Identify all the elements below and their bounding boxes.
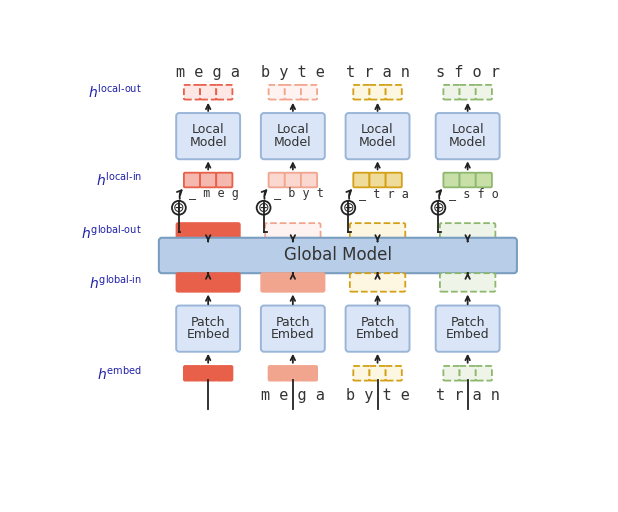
Text: Model: Model <box>358 136 396 149</box>
FancyBboxPatch shape <box>176 306 240 352</box>
Text: m e g a: m e g a <box>261 388 325 403</box>
FancyBboxPatch shape <box>269 173 285 187</box>
FancyBboxPatch shape <box>285 173 301 187</box>
Text: Local: Local <box>276 123 309 137</box>
Text: b y t e: b y t e <box>261 66 325 80</box>
FancyBboxPatch shape <box>345 113 410 159</box>
Text: ⊕: ⊕ <box>173 201 185 215</box>
FancyBboxPatch shape <box>350 273 405 292</box>
FancyBboxPatch shape <box>301 366 317 380</box>
FancyBboxPatch shape <box>476 366 492 380</box>
Text: t r a n: t r a n <box>436 388 499 403</box>
Text: Model: Model <box>189 136 227 149</box>
Text: Embed: Embed <box>446 328 489 342</box>
FancyBboxPatch shape <box>353 366 370 380</box>
Text: m e g a: m e g a <box>176 66 240 80</box>
FancyBboxPatch shape <box>436 306 499 352</box>
Text: ⊕: ⊕ <box>342 201 354 215</box>
FancyBboxPatch shape <box>177 273 240 292</box>
FancyBboxPatch shape <box>269 85 285 99</box>
Text: Patch: Patch <box>360 316 395 329</box>
Text: $h^{\mathsf{global\text{-}in}}$: $h^{\mathsf{global\text{-}in}}$ <box>89 273 142 291</box>
Text: Patch: Patch <box>276 316 310 329</box>
FancyBboxPatch shape <box>269 366 285 380</box>
FancyBboxPatch shape <box>353 85 370 99</box>
FancyBboxPatch shape <box>285 85 301 99</box>
Text: s f o r: s f o r <box>436 66 499 80</box>
Text: Patch: Patch <box>451 316 485 329</box>
FancyBboxPatch shape <box>440 273 496 292</box>
FancyBboxPatch shape <box>265 223 321 242</box>
Text: Local: Local <box>362 123 394 137</box>
FancyBboxPatch shape <box>460 173 476 187</box>
FancyBboxPatch shape <box>216 85 232 99</box>
FancyBboxPatch shape <box>176 113 240 159</box>
FancyBboxPatch shape <box>301 85 317 99</box>
Text: Model: Model <box>449 136 486 149</box>
Text: ⊕: ⊕ <box>258 201 269 215</box>
FancyBboxPatch shape <box>200 366 216 380</box>
FancyBboxPatch shape <box>216 366 232 380</box>
FancyBboxPatch shape <box>216 173 232 187</box>
FancyBboxPatch shape <box>261 273 324 292</box>
FancyBboxPatch shape <box>261 113 325 159</box>
FancyBboxPatch shape <box>350 223 405 242</box>
Text: Embed: Embed <box>187 328 230 342</box>
FancyBboxPatch shape <box>386 85 402 99</box>
Text: _ s f o: _ s f o <box>449 187 499 200</box>
Text: t r a n: t r a n <box>345 66 410 80</box>
Text: $h^{\mathsf{embed}}$: $h^{\mathsf{embed}}$ <box>97 365 142 382</box>
Text: Model: Model <box>274 136 311 149</box>
FancyBboxPatch shape <box>345 306 410 352</box>
Text: Local: Local <box>192 123 224 137</box>
FancyBboxPatch shape <box>440 223 496 242</box>
Text: ⊕: ⊕ <box>433 201 444 215</box>
FancyBboxPatch shape <box>370 173 386 187</box>
FancyBboxPatch shape <box>285 366 301 380</box>
FancyBboxPatch shape <box>261 306 325 352</box>
Text: Patch: Patch <box>191 316 226 329</box>
Text: $h^{\mathsf{global\text{-}out}}$: $h^{\mathsf{global\text{-}out}}$ <box>81 223 142 241</box>
FancyBboxPatch shape <box>184 85 200 99</box>
Text: Global Model: Global Model <box>284 246 392 265</box>
FancyBboxPatch shape <box>436 113 499 159</box>
Text: b y t e: b y t e <box>345 388 410 403</box>
FancyBboxPatch shape <box>200 173 216 187</box>
FancyBboxPatch shape <box>177 223 240 242</box>
Text: _ m e g: _ m e g <box>189 187 239 200</box>
FancyBboxPatch shape <box>443 173 460 187</box>
FancyBboxPatch shape <box>443 366 460 380</box>
Text: Embed: Embed <box>356 328 399 342</box>
FancyBboxPatch shape <box>370 85 386 99</box>
FancyBboxPatch shape <box>353 173 370 187</box>
FancyBboxPatch shape <box>386 173 402 187</box>
FancyBboxPatch shape <box>159 238 517 273</box>
FancyBboxPatch shape <box>301 173 317 187</box>
Text: Local: Local <box>451 123 484 137</box>
Text: _ t r a: _ t r a <box>359 187 408 200</box>
FancyBboxPatch shape <box>460 85 476 99</box>
Text: Embed: Embed <box>271 328 315 342</box>
FancyBboxPatch shape <box>200 85 216 99</box>
FancyBboxPatch shape <box>184 366 200 380</box>
FancyBboxPatch shape <box>386 366 402 380</box>
FancyBboxPatch shape <box>476 85 492 99</box>
Text: $h^{\mathsf{local\text{-}in}}$: $h^{\mathsf{local\text{-}in}}$ <box>96 171 142 189</box>
FancyBboxPatch shape <box>184 173 200 187</box>
FancyBboxPatch shape <box>370 366 386 380</box>
FancyBboxPatch shape <box>443 85 460 99</box>
FancyBboxPatch shape <box>460 366 476 380</box>
Text: _ b y t: _ b y t <box>274 187 324 200</box>
FancyBboxPatch shape <box>476 173 492 187</box>
Text: $h^{\mathsf{local\text{-}out}}$: $h^{\mathsf{local\text{-}out}}$ <box>88 83 142 101</box>
